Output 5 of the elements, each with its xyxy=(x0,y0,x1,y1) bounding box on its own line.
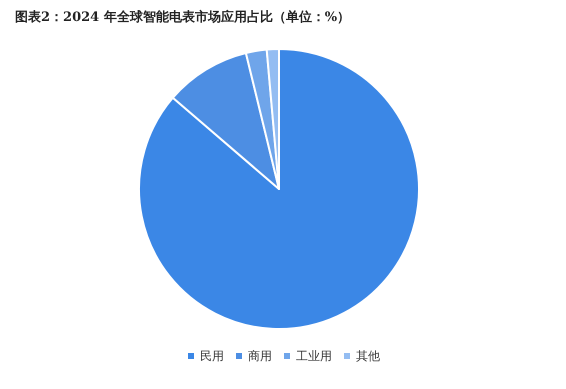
legend-label: 工业用 xyxy=(296,349,332,363)
legend-label: 其他 xyxy=(356,349,380,363)
legend-label: 民用 xyxy=(200,349,224,363)
legend-label: 商用 xyxy=(248,349,272,363)
chart-title: 图表2：2024 年全球智能电表市场应用占比（单位：%） xyxy=(15,9,350,25)
